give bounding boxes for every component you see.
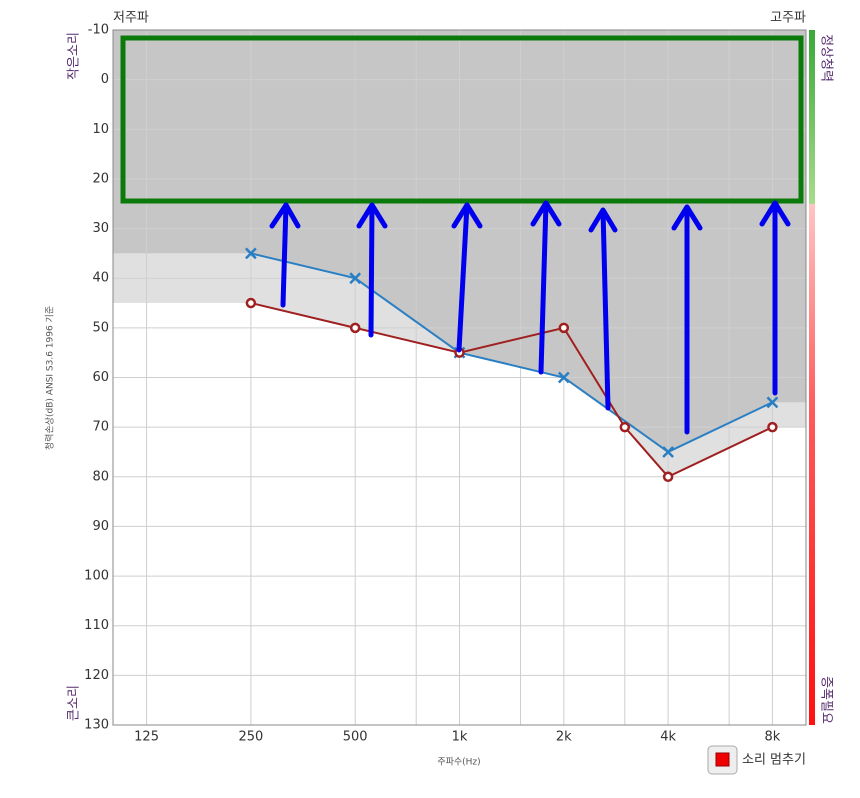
marker-o: [767, 421, 778, 433]
arrow: [588, 207, 618, 411]
y-top-label: 작은소리: [67, 32, 82, 80]
marker-x: [662, 446, 674, 458]
arrow: [671, 204, 703, 435]
arrow: [530, 200, 562, 375]
band-light: [113, 253, 806, 477]
arrow: [356, 202, 388, 338]
y-tick-label: 60: [92, 370, 109, 385]
marker-o: [662, 471, 674, 483]
color-bar-normal: [809, 30, 815, 204]
y-tick-label: 110: [84, 618, 109, 633]
y-tick-label: 90: [92, 519, 109, 534]
y-tick-label: 50: [92, 320, 109, 335]
marker-x: [349, 272, 362, 285]
series-line: [250, 252, 773, 454]
y-tick-label: 120: [84, 668, 109, 683]
y-tick-label: -10: [88, 23, 109, 38]
marker-x: [245, 247, 257, 260]
marker-o: [245, 297, 257, 309]
arrow: [269, 202, 301, 308]
button-label[interactable]: 소리 멈추기: [742, 753, 806, 768]
y-tick-label: 10: [92, 122, 109, 137]
x-axis-label: 주파수(Hz): [437, 757, 480, 768]
y-tick-label: 20: [92, 171, 109, 186]
normal-zone-box: [120, 35, 804, 204]
arrows: [269, 200, 791, 435]
corner-label: 저주파: [113, 11, 149, 26]
y-tick-label: 40: [92, 271, 109, 286]
y-tick-label: 80: [92, 469, 109, 484]
arrow: [451, 202, 483, 353]
bar-bottom-label: 증폭필요: [819, 676, 834, 724]
y-tick-label: 70: [92, 420, 109, 435]
y-tick-label: 0: [101, 72, 109, 87]
stop-button[interactable]: 소리 멈추기: [707, 745, 806, 775]
plot-area: [113, 29, 806, 726]
corner-label: 고주파: [770, 11, 806, 26]
x-tick-label: 4k: [660, 730, 676, 745]
stop-icon[interactable]: [715, 752, 730, 767]
x-tick-label: 250: [238, 730, 263, 745]
marker-x: [766, 396, 779, 409]
marker-o: [619, 421, 631, 433]
marker-o: [558, 322, 570, 334]
y-tick-label: 30: [92, 221, 109, 236]
marker-o: [349, 322, 361, 334]
color-bar-loss: [809, 204, 815, 725]
arrow: [759, 200, 791, 396]
y-tick-label: 100: [84, 569, 109, 584]
plot-frame: [112, 29, 807, 726]
y-tick-label: 130: [84, 718, 109, 733]
x-tick-label: 2k: [556, 730, 572, 745]
y-bottom-label: 큰소리: [67, 685, 82, 721]
marker-x: [557, 371, 570, 384]
x-tick-label: 500: [343, 730, 368, 745]
x-tick-label: 125: [134, 730, 159, 745]
x-tick-label: 8k: [765, 730, 781, 745]
y-axis-label: 청력손상(dB) ANSI S3.6 1996 기준: [44, 306, 56, 450]
x-tick-label: 1k: [452, 730, 468, 745]
bar-top-label: 정상청력: [819, 34, 834, 82]
